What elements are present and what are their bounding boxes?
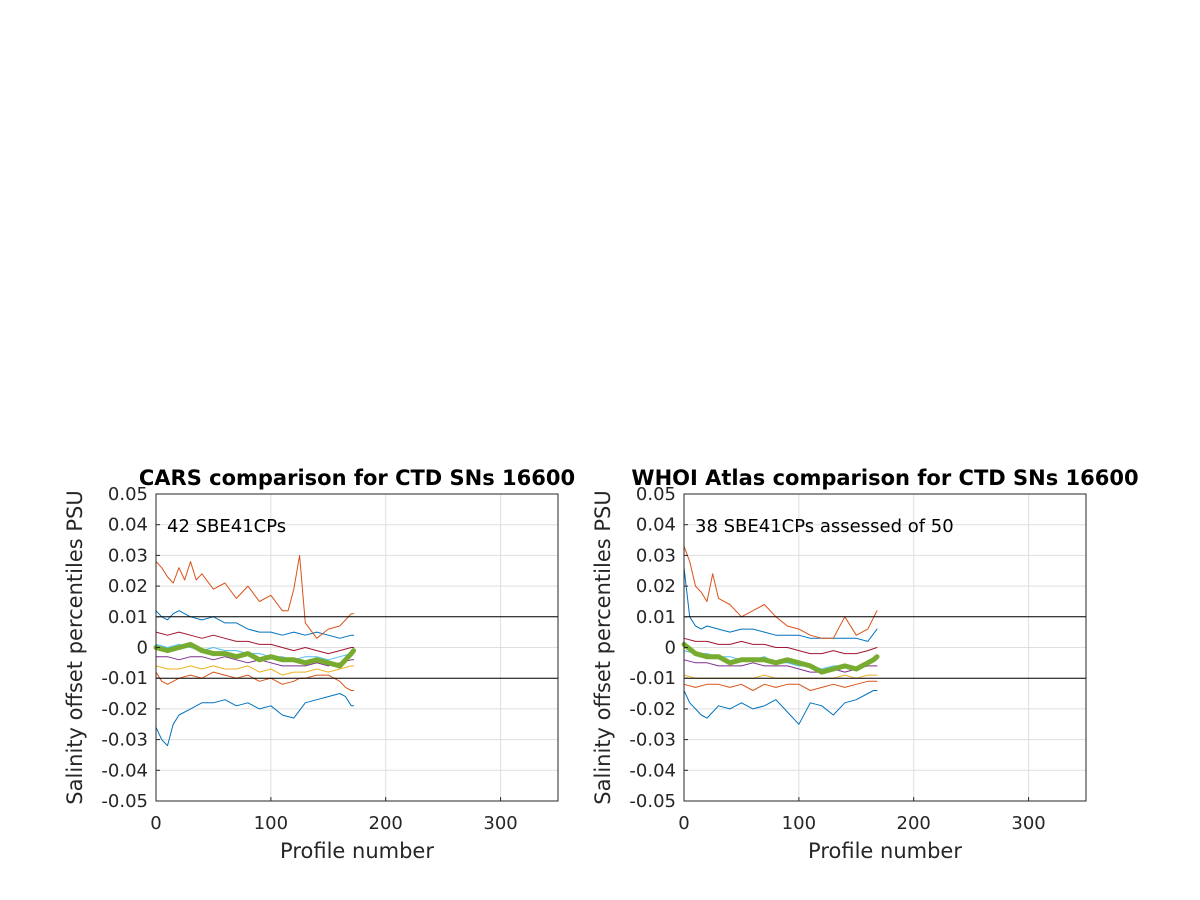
x-axis-label: Profile number (808, 839, 962, 863)
series-line-6 (155, 610, 355, 639)
y-tick-label: -0.01 (629, 668, 676, 689)
x-axis-label: Profile number (280, 839, 434, 863)
series-line-6 (683, 567, 878, 642)
y-tick-label: -0.03 (629, 730, 676, 751)
y-tick-label: -0.05 (629, 791, 676, 812)
x-tick-label: 300 (483, 813, 517, 834)
cars-comparison-panel: 0 100 200 300 0.05 0.04 0.03 0.02 0.01 0 -0.01 -0.0… (63, 466, 575, 863)
y-axis-label: Salinity offset percentiles PSU (63, 490, 87, 804)
y-tick-label: -0.03 (101, 730, 148, 751)
series-line-0 (683, 690, 878, 725)
series-line-1 (155, 671, 355, 691)
y-tick-label: -0.04 (629, 760, 676, 781)
y-tick-label: -0.04 (101, 760, 148, 781)
series-line-4 (155, 643, 355, 661)
x-tick-label: 0 (678, 813, 689, 834)
series-line-5 (683, 637, 878, 655)
count-annotation: 42 SBE41CPs (167, 516, 286, 537)
x-tick-label: 100 (782, 813, 816, 834)
series-line-0 (155, 693, 355, 747)
y-tick-label: -0.01 (101, 668, 148, 689)
whoi-atlas-comparison-panel: 0 100 200 300 0.05 0.04 0.03 0.02 0.01 0 -0.01 -0.0… (591, 466, 1139, 863)
chart-title: CARS comparison for CTD SNs 16600 (139, 466, 575, 490)
y-tick-label: 0.01 (108, 607, 148, 628)
y-tick-label: 0 (137, 638, 148, 659)
series-line-3 (683, 659, 878, 673)
series-line-1 (683, 680, 878, 691)
y-tick-label: 0.02 (108, 576, 148, 597)
x-tick-label: 0 (150, 813, 161, 834)
y-axis-label: Salinity offset percentiles PSU (591, 490, 615, 804)
series-line-8 (681, 641, 880, 675)
y-tick-label: 0 (665, 638, 676, 659)
series-line-7 (683, 545, 878, 639)
series-line-5 (155, 631, 355, 655)
y-tick-label: 0.01 (636, 607, 676, 628)
y-tick-label: -0.02 (629, 699, 676, 720)
y-tick-label: 0.05 (636, 484, 676, 505)
x-tick-label: 300 (1011, 813, 1045, 834)
x-tick-label: 200 (897, 813, 931, 834)
y-tick-label: 0.02 (636, 576, 676, 597)
series-line-8 (153, 641, 357, 669)
count-annotation: 38 SBE41CPs assessed of 50 (695, 516, 954, 537)
series-line-2 (155, 665, 355, 676)
x-tick-label: 100 (254, 813, 288, 834)
y-tick-label: 0.04 (108, 515, 148, 536)
chart-title: WHOI Atlas comparison for CTD SNs 16600 (631, 466, 1138, 490)
y-tick-label: -0.02 (101, 699, 148, 720)
y-tick-label: 0.04 (636, 515, 676, 536)
x-tick-label: 200 (369, 813, 403, 834)
y-tick-label: -0.05 (101, 791, 148, 812)
y-tick-label: 0.03 (636, 545, 676, 566)
y-tick-label: 0.03 (108, 545, 148, 566)
y-tick-label: 0.05 (108, 484, 148, 505)
series-line-7 (155, 554, 355, 639)
